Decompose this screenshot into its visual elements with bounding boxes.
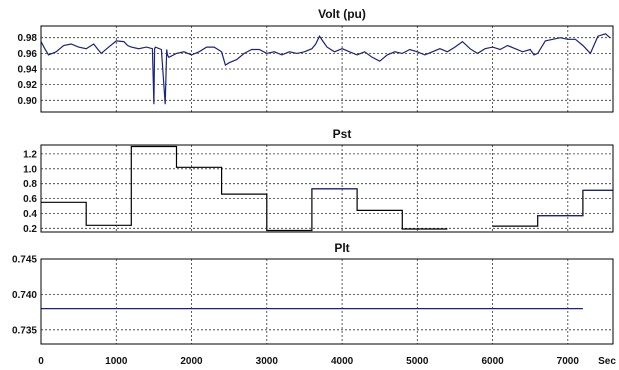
volt-y-tick-label: 0.90 [18,96,38,107]
x-tick-label: 7000 [557,356,580,367]
x-tick-label: 5000 [406,356,429,367]
volt-y-tick-label: 0.92 [18,80,38,91]
pst-y-tick-label: 1.0 [23,164,37,175]
x-tick-label: 3000 [256,356,279,367]
volt-plot-frame [40,25,614,113]
pst-y-tick-label: 0.2 [23,224,37,235]
volt-title: Volt (pu) [318,7,366,21]
plt-panel: Plt 0.745 0.740 0.735 0 1000 2000 3000 4000 500… [12,241,616,367]
pst-title: Pst [333,127,352,141]
pst-y-tick-label: 0.8 [23,179,37,190]
plt-y-tick-label: 0.735 [12,325,37,336]
pst-y-tick-label: 0.4 [23,209,37,220]
volt-series-line-0 [40,33,611,105]
plt-plot-frame [40,258,614,345]
plt-y-tick-label: 0.745 [12,255,37,266]
x-unit-label: Sec [598,356,616,367]
x-tick-label: 6000 [481,356,504,367]
x-tick-label: 1000 [105,356,128,367]
plt-title: Plt [334,241,349,255]
pst-series-line-2 [492,189,613,227]
x-tick-label: 0 [38,356,44,367]
pst-series-line-0 [41,145,448,232]
plt-y-tick-label: 0.740 [12,290,37,301]
pst-panel: Pst 1.2 1.0 0.8 0.6 0.4 0.2 [23,127,614,235]
volt-y-tick-label: 0.98 [18,33,38,44]
pst-y-tick-label: 1.2 [23,149,37,160]
pst-y-tick-label: 0.6 [23,194,37,205]
x-tick-label: 4000 [331,356,354,367]
volt-y-tick-label: 0.96 [18,49,38,60]
x-tick-label: 2000 [180,356,203,367]
volt-panel: Volt (pu) 0.98 0.96 0.94 0.92 0.90 [18,7,614,113]
pst-plot-frame [40,144,614,233]
volt-y-tick-label: 0.94 [18,65,38,76]
